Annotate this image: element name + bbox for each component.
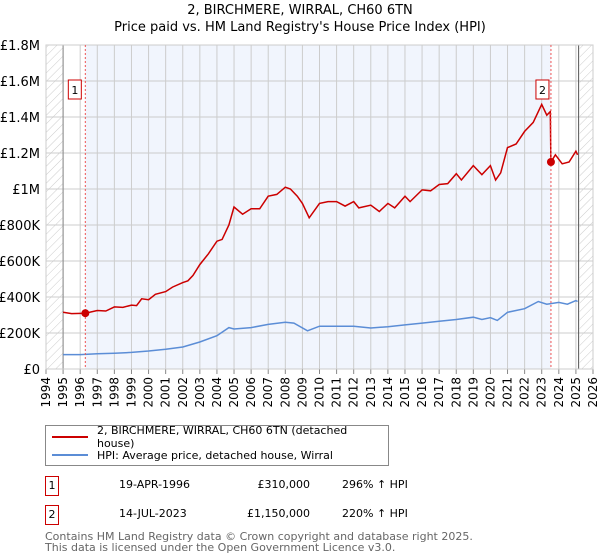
shaded-ownership-region <box>85 45 551 369</box>
footer: Contains HM Land Registry data © Crown c… <box>45 531 473 553</box>
transaction-marker: 2 <box>45 505 59 525</box>
x-tick-label: 2026 <box>586 377 600 408</box>
hatched-region-after <box>579 45 593 369</box>
x-tick-label: 2010 <box>313 377 327 408</box>
sale-label: 2 <box>539 84 546 97</box>
property-price-line <box>62 102 579 315</box>
y-tick-label: £400K <box>0 291 40 306</box>
x-tick-label: 2024 <box>552 377 566 408</box>
x-tick-label: 2006 <box>244 377 258 408</box>
transaction-price: £310,000 <box>257 478 311 491</box>
legend-label: 2, BIRCHMERE, WIRRAL, CH60 6TN (detached… <box>96 424 348 450</box>
legend-swatch <box>52 454 88 456</box>
transaction-date: 19-APR-1996 <box>119 478 191 491</box>
transaction-row: 1 19-APR-1996 £310,000 296% ↑ HPI <box>45 476 445 496</box>
x-tick-label: 1995 <box>56 377 70 408</box>
x-tick-label: 2003 <box>193 377 207 408</box>
x-tick-label: 2023 <box>535 377 549 408</box>
x-tick-label: 2018 <box>449 377 463 408</box>
y-tick-label: £1.2M <box>0 147 40 162</box>
y-tick-label: £800K <box>0 219 40 234</box>
sale-label: 1 <box>71 84 78 97</box>
x-tick-label: 1997 <box>90 377 104 408</box>
transaction-marker: 1 <box>45 476 59 496</box>
x-tick-label: 1996 <box>73 377 87 408</box>
sale-label-box <box>67 79 82 100</box>
x-tick-label: 2014 <box>381 377 395 408</box>
x-tick-label: 2000 <box>142 377 156 408</box>
footer-copyright: Contains HM Land Registry data © Crown c… <box>45 530 473 543</box>
legend-swatch <box>52 436 88 438</box>
legend-item-property: 2, BIRCHMERE, WIRRAL, CH60 6TN (detached… <box>52 424 388 450</box>
y-tick-label: £1M <box>12 183 40 198</box>
x-tick-label: 2007 <box>261 377 275 408</box>
x-tick-label: 2019 <box>466 377 480 408</box>
x-tick-label: 2005 <box>227 377 241 408</box>
x-tick-label: 1998 <box>107 377 121 408</box>
x-tick-label: 2017 <box>432 377 446 408</box>
sale-point <box>81 309 90 318</box>
transaction-date: 14-JUL-2023 <box>119 507 187 520</box>
x-tick-label: 2011 <box>330 377 344 408</box>
legend-item-hpi: HPI: Average price, detached house, Wirr… <box>52 446 333 464</box>
x-tick-label: 2021 <box>501 377 515 408</box>
x-tick-label: 2004 <box>210 377 224 408</box>
x-tick-label: 2016 <box>415 377 429 408</box>
y-tick-label: £1.8M <box>0 39 40 54</box>
y-tick-label: £0 <box>23 363 40 378</box>
x-tick-label: 2020 <box>483 377 497 408</box>
x-tick-label: 2012 <box>347 377 361 408</box>
chart-subtitle: Price paid vs. HM Land Registry's House … <box>114 20 486 35</box>
legend: 2, BIRCHMERE, WIRRAL, CH60 6TN (detached… <box>45 424 389 466</box>
x-tick-label: 2001 <box>159 377 173 408</box>
sale-label-box <box>535 79 550 100</box>
y-tick-label: £1.4M <box>0 111 40 126</box>
x-tick-label: 2015 <box>398 377 412 408</box>
x-tick-label: 2013 <box>364 377 378 408</box>
y-tick-label: £600K <box>0 255 40 270</box>
legend-label: HPI: Average price, detached house, Wirr… <box>97 448 333 462</box>
footer-licence: This data is licensed under the Open Gov… <box>45 541 396 554</box>
hpi-line <box>63 299 578 356</box>
transaction-price: £1,150,000 <box>247 507 310 520</box>
y-tick-label: £200K <box>0 327 40 342</box>
x-tick-label: 2002 <box>176 377 190 408</box>
transaction-hpi: 220% ↑ HPI <box>342 507 408 520</box>
hatched-region-before <box>46 45 64 369</box>
transaction-hpi: 296% ↑ HPI <box>342 478 408 491</box>
price-chart: 1994 1995 1996 1997 1998 1999 2000 2001 2002 2003… <box>0 39 600 408</box>
sale-point <box>546 158 555 166</box>
x-tick-label: 1999 <box>124 377 138 408</box>
x-tick-label: 1994 <box>39 377 53 408</box>
x-tick-label: 2022 <box>518 377 532 408</box>
transaction-row: 2 14-JUL-2023 £1,150,000 220% ↑ HPI <box>45 505 445 525</box>
x-tick-label: 2008 <box>278 377 292 408</box>
plot-border <box>45 44 594 370</box>
x-tick-label: 2025 <box>569 377 583 408</box>
x-tick-label: 2009 <box>295 377 309 408</box>
y-tick-label: £1.6M <box>0 75 40 90</box>
chart-title: 2, BIRCHMERE, WIRRAL, CH60 6TN <box>187 3 413 18</box>
